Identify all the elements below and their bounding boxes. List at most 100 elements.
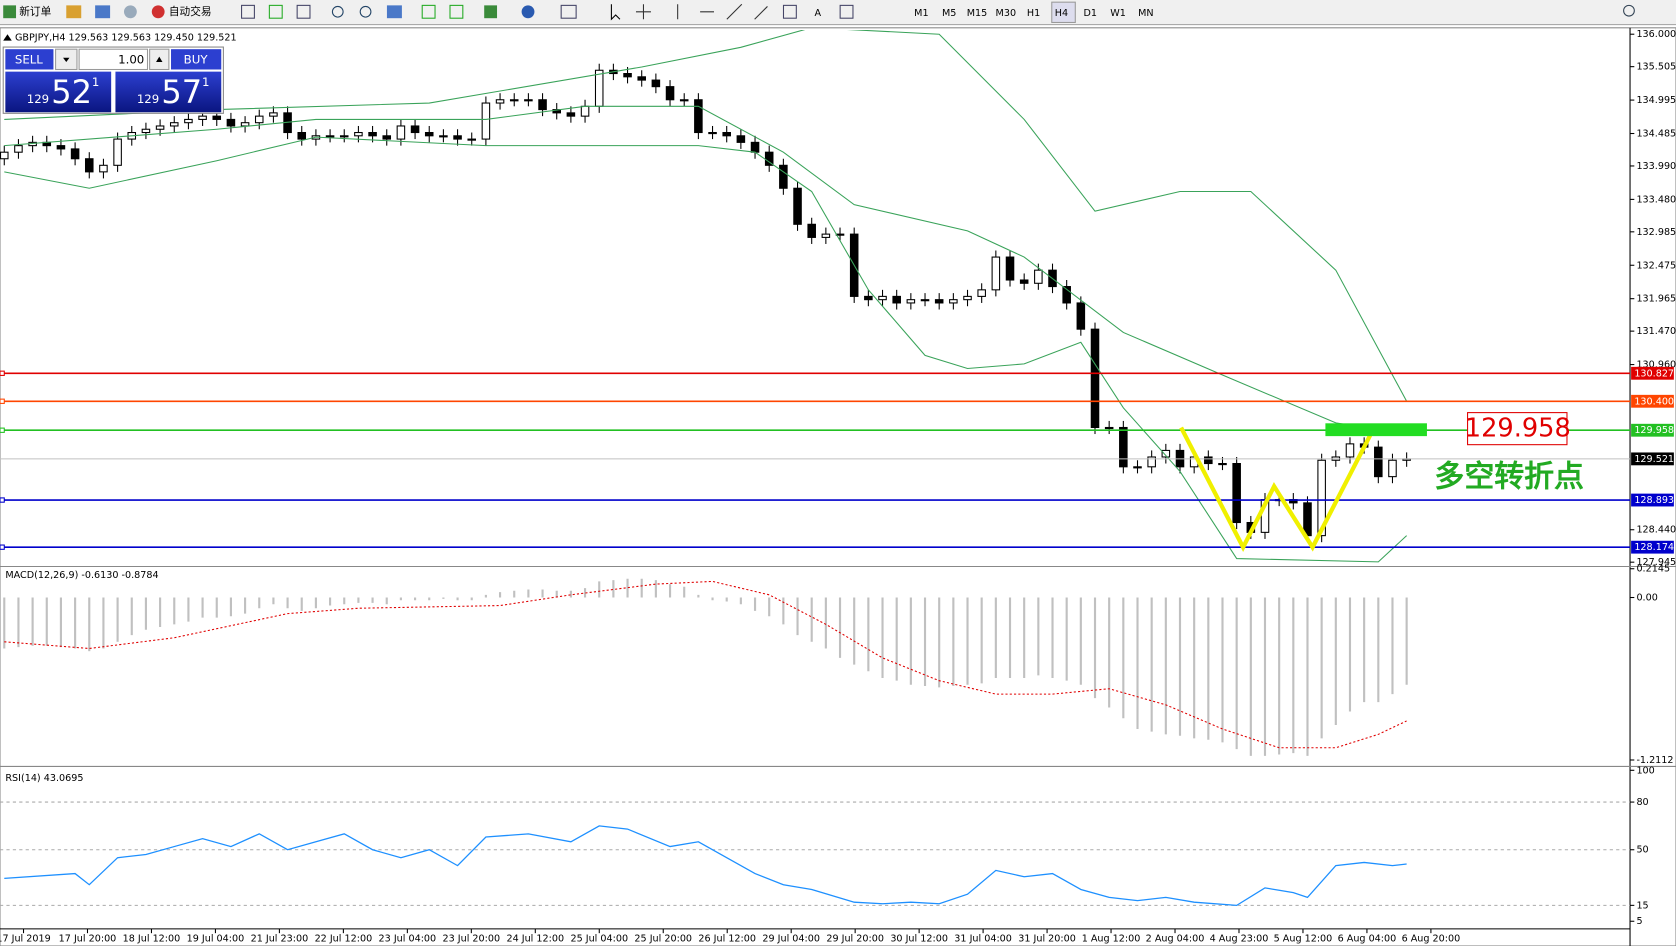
- candle-body: [920, 299, 930, 302]
- trade-panel: SELL 1.00 BUY 129 52 1 129 57 1: [2, 46, 224, 114]
- lots-field[interactable]: [78, 48, 149, 71]
- new-order-icon[interactable]: [3, 5, 17, 19]
- x-tick-label: 4 Aug 23:00: [1210, 933, 1269, 944]
- candle-body: [439, 135, 448, 138]
- level-label: 129.958: [1634, 425, 1674, 436]
- timeframe[interactable]: M5: [942, 8, 956, 19]
- candle-body: [977, 289, 986, 297]
- candle-body: [70, 148, 80, 160]
- candle-body: [864, 295, 873, 301]
- candle-body: [1104, 426, 1114, 430]
- buy-price-pips[interactable]: 57: [161, 73, 202, 111]
- candle-body: [212, 115, 222, 120]
- candle-body: [269, 112, 278, 117]
- collapse-icon[interactable]: [3, 34, 12, 41]
- candle-body: [991, 256, 1001, 291]
- rsi-line: [4, 825, 1407, 907]
- candle-body: [1034, 269, 1043, 284]
- x-tick-label: 21 Jul 23:00: [251, 933, 309, 944]
- icon[interactable]: [95, 5, 111, 19]
- timeframe[interactable]: M15: [967, 8, 988, 19]
- y-tick-label: 128.440: [1636, 525, 1676, 536]
- candle-body: [1062, 286, 1071, 304]
- candle-body: [1218, 463, 1227, 466]
- sell-label[interactable]: SELL: [15, 52, 43, 66]
- timeframe[interactable]: W1: [1110, 8, 1126, 19]
- auto-trading-icon[interactable]: [151, 5, 165, 19]
- buy-button[interactable]: [171, 49, 222, 70]
- x-tick-label: 22 Jul 12:00: [315, 933, 373, 944]
- timeframe[interactable]: H1: [1027, 8, 1040, 19]
- timeframe[interactable]: M1: [914, 8, 928, 19]
- candle-body: [722, 131, 731, 137]
- candle-body: [184, 118, 193, 124]
- x-tick-label: 25 Jul 04:00: [570, 933, 628, 944]
- level-handle: [0, 427, 5, 433]
- x-tick-label: 18 Jul 12:00: [123, 933, 181, 944]
- y-tick-label: 5: [1636, 916, 1642, 927]
- toolbar-icons: A: [241, 3, 1635, 21]
- y-tick-label: 131.470: [1636, 326, 1676, 337]
- candle-body: [779, 164, 788, 189]
- x-tick-label: 17 Jul 2019: [0, 933, 51, 944]
- buy-price-frac[interactable]: 1: [202, 75, 209, 89]
- candle-body: [963, 295, 972, 301]
- pane: [0, 29, 1411, 563]
- candle-body: [623, 73, 632, 78]
- x-tick-label: 6 Aug 04:00: [1338, 933, 1397, 944]
- sell-button[interactable]: [5, 49, 54, 70]
- timeframe[interactable]: H4: [1055, 8, 1068, 19]
- candle-body: [1317, 459, 1326, 537]
- timeframe[interactable]: MN: [1138, 8, 1153, 19]
- candle-body: [892, 295, 901, 304]
- y-tick-label: 132.985: [1636, 227, 1676, 238]
- icon[interactable]: [123, 5, 137, 19]
- buy-price-big[interactable]: 129: [137, 92, 159, 106]
- candle-body: [481, 102, 491, 140]
- toolbar: [0, 0, 1676, 25]
- new-order[interactable]: 新订单: [19, 5, 51, 18]
- y-tick-label: 131.965: [1636, 294, 1676, 305]
- candle-body: [1388, 459, 1397, 478]
- x-tick-label: 23 Jul 04:00: [379, 933, 437, 944]
- candle-body: [1119, 426, 1128, 468]
- candle-body: [1076, 302, 1086, 330]
- icon[interactable]: [66, 5, 82, 19]
- sell-price-pips[interactable]: 52: [51, 73, 92, 111]
- level-tag: [1631, 366, 1674, 380]
- buy-price-box[interactable]: [115, 71, 222, 113]
- current-price-label: 129.521: [1634, 454, 1674, 465]
- candle-body: [509, 99, 519, 102]
- y-tick-label: 127.945: [1636, 557, 1676, 568]
- candle-body: [566, 112, 576, 117]
- sell-price-frac[interactable]: 1: [92, 75, 99, 89]
- candle-body: [198, 115, 207, 120]
- candle-body: [949, 299, 958, 304]
- x-tick-label: 5 Aug 12:00: [1274, 933, 1333, 944]
- candle-body: [453, 135, 462, 140]
- rsi-title: RSI(14) 43.0695: [5, 773, 83, 784]
- lots[interactable]: 1.00: [118, 52, 144, 66]
- y-tick-label: 134.485: [1636, 129, 1676, 140]
- chart-frame: [0, 27, 1676, 946]
- buy-label[interactable]: BUY: [184, 52, 209, 66]
- chart-title: GBPJPY,H4 129.563 129.563 129.450 129.52…: [15, 32, 237, 43]
- candle-body: [1005, 256, 1015, 281]
- level-tag: [1631, 493, 1674, 507]
- sell-price-box[interactable]: [5, 71, 112, 113]
- turning-point-label: 多空转折点: [1434, 459, 1584, 494]
- y-tick-label: 133.480: [1636, 194, 1676, 205]
- y-tick-label: -1.2112: [1636, 755, 1673, 766]
- sell-price-big[interactable]: 129: [27, 92, 49, 106]
- timeframe[interactable]: M30: [996, 8, 1017, 19]
- x-tick-label: 17 Jul 20:00: [59, 933, 117, 944]
- candle-body: [1090, 328, 1100, 429]
- w-pattern: [1179, 426, 1374, 552]
- timeframe[interactable]: D1: [1083, 8, 1097, 19]
- auto-trading[interactable]: 自动交易: [169, 5, 212, 18]
- candle-body: [99, 164, 108, 173]
- y-tick-label: 80: [1636, 797, 1648, 808]
- candle-body: [665, 86, 675, 101]
- candle-body: [1147, 456, 1156, 468]
